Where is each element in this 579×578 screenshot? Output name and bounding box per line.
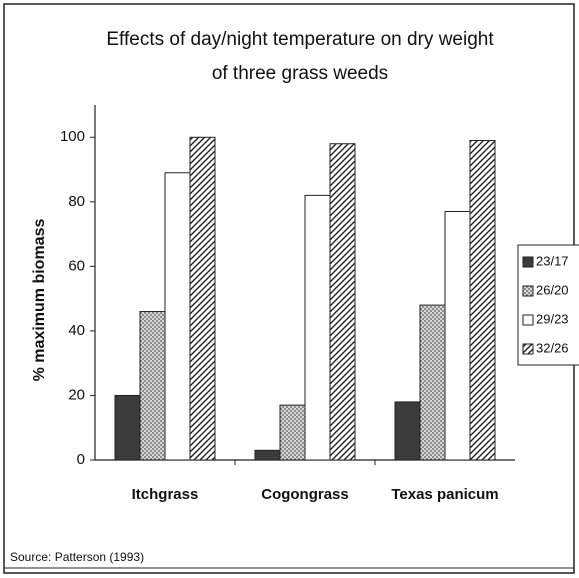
- bar: [419, 304, 446, 461]
- source: Source: Patterson (1993): [10, 550, 144, 564]
- chart-title: of three grass weeds: [212, 63, 388, 84]
- legend-label: 23/17: [536, 253, 569, 268]
- x-tick-label: Itchgrass: [132, 486, 199, 503]
- legend-swatch: [522, 256, 534, 268]
- legend-label: 29/23: [536, 311, 569, 326]
- chart-title: Effects of day/night temperature on dry …: [106, 29, 494, 50]
- bar: [189, 136, 216, 461]
- x-tick-label: Texas panicum: [391, 486, 498, 503]
- y-tick-label: 20: [68, 386, 85, 403]
- bar: [279, 404, 306, 461]
- x-tick-label: Cogongrass: [261, 486, 349, 503]
- bar: [329, 143, 356, 461]
- bar: [114, 394, 141, 461]
- legend-swatch: [522, 343, 534, 355]
- bar: [139, 311, 166, 461]
- legend-label: 26/20: [536, 282, 569, 297]
- bar: [444, 211, 471, 461]
- y-axis-label: % maximum biomass: [31, 219, 48, 382]
- y-tick-label: 60: [68, 257, 85, 274]
- legend-swatch: [522, 314, 534, 326]
- bar: [254, 449, 281, 461]
- y-tick-label: 100: [60, 128, 85, 145]
- bar: [164, 172, 191, 461]
- bar: [469, 140, 496, 461]
- legend-swatch: [522, 285, 534, 297]
- y-tick-label: 80: [68, 193, 85, 210]
- y-tick-label: 40: [68, 322, 85, 339]
- y-tick-label: 0: [77, 451, 85, 468]
- bar: [304, 194, 331, 461]
- bar: [394, 401, 421, 461]
- legend-label: 32/26: [536, 340, 569, 355]
